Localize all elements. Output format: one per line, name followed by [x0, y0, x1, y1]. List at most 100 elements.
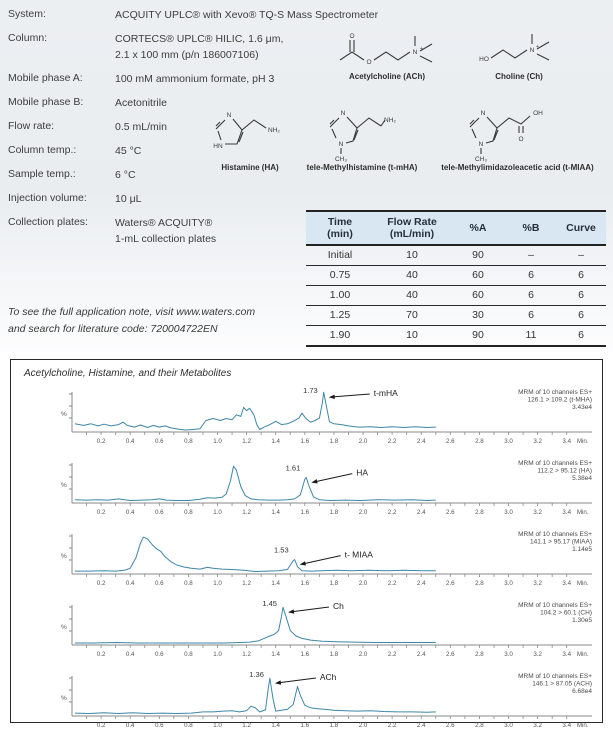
atom-label: N: [341, 110, 346, 117]
table-cell: 6: [506, 265, 556, 286]
parameter-value: 6 °C: [115, 169, 136, 181]
x-tick-label: 0.8: [184, 651, 193, 658]
chromatogram-panel-t-MIAA: % 0.2 0.4 0.6 0.8 1.0 1.2 1.4 1.6 1.8 2.0 2.2 2.4 2.6…: [14, 526, 598, 595]
trace-plot: % 0.2 0.4 0.6 0.8 1.0 1.2 1.4 1.6 1.8 2.0 2.2 2.4 2.6…: [61, 386, 592, 445]
table-cell: 1.00: [306, 285, 374, 306]
parameter-row: Mobile phase B: Acetonitrile: [8, 96, 428, 112]
x-tick-label: 2.4: [417, 651, 426, 658]
atom-label: N: [227, 112, 232, 119]
trace-line: [74, 606, 436, 644]
peak-compound-label: ACh: [320, 672, 337, 682]
x-tick-label: 2.4: [417, 509, 426, 516]
peak-compound-label: t- MIAA: [345, 550, 374, 560]
y-axis-label: %: [61, 553, 67, 560]
acetylcholine-caption: Acetylcholine (ACh): [348, 72, 425, 81]
peak-retention-time-label: 1.53: [274, 546, 289, 555]
x-tick-label: 2.6: [446, 651, 455, 658]
table-cell: 0.75: [306, 265, 374, 286]
x-tick-label: 3.4: [562, 438, 571, 445]
peak-arrow-icon: [328, 394, 335, 399]
parameter-row: Injection volume: 10 μL: [8, 192, 428, 208]
mrm-annotation-line: 6.68e4: [572, 688, 592, 695]
table-header-cell: %A: [450, 211, 506, 246]
x-tick-label: 1.0: [213, 580, 222, 587]
table-cell: –: [506, 245, 556, 266]
x-axis-unit: Min.: [577, 580, 589, 587]
table-header-cell: %B: [506, 211, 556, 246]
x-tick-label: 1.6: [301, 580, 310, 587]
atom-label: N: [530, 47, 535, 54]
note-line-1: To see the full application note, visit …: [8, 306, 256, 318]
table-row: 1.90 10 90 11 6: [306, 326, 606, 347]
x-tick-label: 0.8: [184, 509, 193, 516]
peak-retention-time-label: 1.61: [286, 464, 301, 473]
x-tick-label: 0.6: [155, 580, 164, 587]
x-tick-label: 2.0: [359, 651, 368, 658]
peak-arrow-icon: [274, 680, 282, 685]
x-tick-label: 1.4: [271, 438, 280, 445]
parameter-label: Flow rate:: [8, 120, 55, 132]
parameter-value: Waters® ACQUITY® 1-mL collection plates: [115, 217, 217, 245]
atom-label: O: [518, 136, 523, 143]
table-cell: 70: [374, 305, 450, 326]
x-tick-label: 1.4: [271, 509, 280, 516]
x-tick-label: 2.4: [417, 580, 426, 587]
x-tick-label: 2.2: [388, 509, 397, 516]
table-cell: 1.90: [329, 329, 351, 341]
x-tick-label: 1.0: [213, 509, 222, 516]
mrm-annotation-line: 5.38e4: [572, 475, 592, 482]
y-axis-label: %: [61, 695, 67, 702]
table-row: 1.00 40 60 6 6: [306, 285, 606, 306]
x-tick-label: 3.2: [533, 509, 542, 516]
x-tick-label: 1.2: [242, 580, 251, 587]
peak-retention-time-label: 1.36: [249, 670, 264, 679]
x-tick-label: 0.2: [97, 580, 106, 587]
parameter-row: Sample temp.: 6 °C: [8, 168, 428, 184]
x-tick-label: 0.2: [97, 509, 106, 516]
x-tick-label: 3.2: [533, 651, 542, 658]
histamine-caption: Histamine (HA): [221, 163, 279, 172]
x-tick-label: 1.8: [330, 438, 339, 445]
x-tick-label: 0.6: [155, 509, 164, 516]
parameter-value: 45 °C: [115, 145, 142, 157]
mrm-annotation-line: 3.43e4: [572, 404, 592, 411]
x-tick-label: 1.0: [213, 651, 222, 658]
parameter-label: Sample temp.:: [8, 168, 76, 180]
trace-plot: % 0.2 0.4 0.6 0.8 1.0 1.2 1.4 1.6 1.8 2.0 2.2 2.4 2.6…: [61, 531, 592, 587]
parameter-label: Column:: [8, 32, 48, 44]
x-tick-label: 3.2: [533, 580, 542, 587]
chromatogram-title: Acetylcholine, Histamine, and their Meta…: [24, 368, 232, 379]
peak-compound-label: Ch: [333, 601, 344, 611]
y-axis-label: %: [61, 624, 67, 631]
x-tick-label: 1.0: [213, 438, 222, 445]
x-tick-label: 3.0: [504, 438, 513, 445]
table-cell: 6: [556, 305, 606, 326]
x-tick-label: 1.6: [301, 509, 310, 516]
histamine-structure: N HN NH₂: [208, 104, 293, 160]
acetylcholine-structure-drawing: O O N +: [339, 33, 433, 66]
table-cell: 30: [450, 305, 506, 326]
x-tick-label: 1.4: [271, 651, 280, 658]
x-tick-label: 1.2: [242, 651, 251, 658]
table-row: Initial 10 90– –: [306, 245, 606, 266]
chromatogram-panel-t-mHA: % 0.2 0.4 0.6 0.8 1.0 1.2 1.4 1.6 1.8 2.0 2.2 2.4 2.6…: [14, 384, 598, 453]
y-axis-label: %: [61, 411, 67, 418]
x-tick-label: 2.0: [359, 580, 368, 587]
chromatogram-figure: Acetylcholine, Histamine, and their Meta…: [10, 359, 603, 729]
parameter-label: Mobile phase B:: [8, 96, 84, 108]
atom-charge: +: [536, 44, 539, 50]
table-cell: 40: [374, 285, 450, 306]
parameter-row: Column temp.: 45 °C: [8, 144, 428, 160]
peak-retention-time-label: 1.73: [303, 386, 318, 395]
table-cell: –: [556, 245, 606, 266]
trace-line: [74, 536, 436, 572]
x-tick-label: 1.2: [242, 509, 251, 516]
mrm-annotation-line: 1.30e5: [572, 617, 592, 624]
gradient-table-body: Initial 10 90– –0.75 40 60 6 6 1.00 40 60 6 6 1.25 70 3…: [306, 245, 606, 346]
parameter-row: Column: CORTECS® UPLC® HILIC, 1.6 μm, 2.1 …: [8, 32, 428, 64]
mrm-annotation-line: 112.2 > 95.12 (HA): [537, 467, 592, 474]
x-tick-label: 2.0: [359, 509, 368, 516]
t-mha-caption: tele-Methylhistamine (t-mHA): [306, 163, 418, 172]
table-cell: 90: [450, 245, 506, 266]
x-tick-label: 2.4: [417, 438, 426, 445]
